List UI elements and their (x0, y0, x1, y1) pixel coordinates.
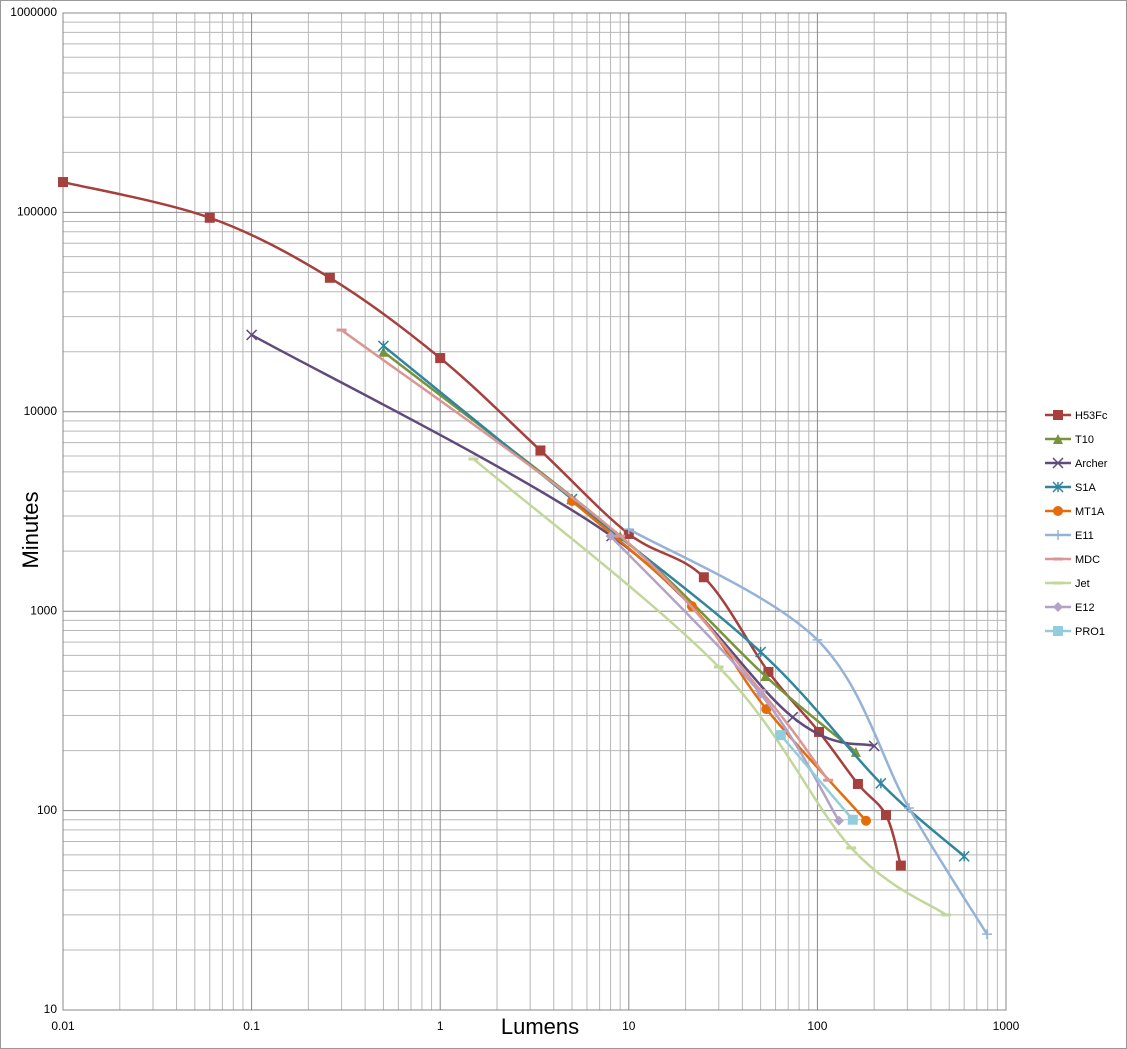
y-tick-label: 10000 (24, 404, 58, 418)
grid (62, 12, 1007, 1011)
marker (1052, 457, 1064, 469)
marker (860, 815, 871, 826)
series-line (472, 458, 947, 916)
x-tick-label: 1 (437, 1019, 444, 1033)
marker (1053, 410, 1063, 420)
legend-label: H53Fc (1075, 410, 1108, 422)
marker (1052, 481, 1064, 493)
marker (324, 272, 335, 283)
marker (814, 726, 825, 737)
marker (760, 671, 771, 682)
series-line (62, 180, 903, 866)
x-tick-label: 0.01 (51, 1019, 75, 1033)
marker (698, 572, 709, 583)
y-tick-label: 100 (37, 803, 57, 817)
x-tick-label: 10 (622, 1019, 636, 1033)
x-tick-label: 100 (807, 1019, 827, 1033)
series-line (382, 350, 857, 753)
marker (623, 524, 634, 535)
marker (204, 212, 215, 223)
legend-label: PRO1 (1075, 626, 1105, 638)
marker (982, 929, 993, 940)
series-line (340, 329, 830, 781)
marker (761, 704, 772, 715)
marker (1053, 602, 1063, 612)
marker (1053, 626, 1063, 636)
marker (880, 810, 891, 821)
marker (535, 445, 546, 456)
marker (246, 329, 258, 341)
x-tick-label: 0.1 (243, 1019, 260, 1033)
legend-label: E11 (1075, 530, 1094, 542)
legend-label: MDC (1075, 554, 1100, 566)
legend-label: E12 (1075, 602, 1095, 614)
marker (875, 777, 887, 789)
y-tick-label: 10 (44, 1002, 58, 1016)
series-line (628, 528, 989, 935)
marker (775, 730, 786, 741)
marker (378, 346, 389, 357)
legend-label: T10 (1075, 434, 1094, 446)
y-tick-label: 1000000 (10, 5, 57, 19)
marker (377, 340, 389, 352)
plot-area (62, 12, 1007, 1011)
marker (1053, 434, 1063, 444)
marker (852, 778, 863, 789)
marker (58, 177, 68, 188)
y-tick-label: 1000 (30, 603, 57, 617)
marker (958, 850, 970, 862)
marker (847, 814, 858, 825)
marker (755, 646, 767, 658)
marker (1053, 506, 1063, 516)
marker (1053, 530, 1063, 540)
legend-label: S1A (1075, 482, 1096, 494)
marker (895, 860, 906, 871)
marker (763, 666, 774, 677)
marker (904, 803, 915, 814)
marker (435, 353, 446, 364)
legend-label: Jet (1075, 578, 1090, 590)
y-axis-title: Minutes (18, 491, 43, 568)
series-layer (58, 177, 993, 940)
x-axis-title: Lumens (501, 1014, 579, 1039)
legend-label: Archer (1075, 458, 1108, 470)
marker (833, 815, 844, 826)
marker (812, 634, 823, 645)
marker (787, 711, 799, 723)
x-tick-label: 1000 (993, 1019, 1020, 1033)
marker (755, 688, 766, 699)
y-tick-label: 100000 (17, 205, 57, 219)
marker (605, 531, 616, 542)
legend-label: MT1A (1075, 506, 1105, 518)
series-line (382, 344, 965, 858)
series-line (779, 734, 854, 821)
